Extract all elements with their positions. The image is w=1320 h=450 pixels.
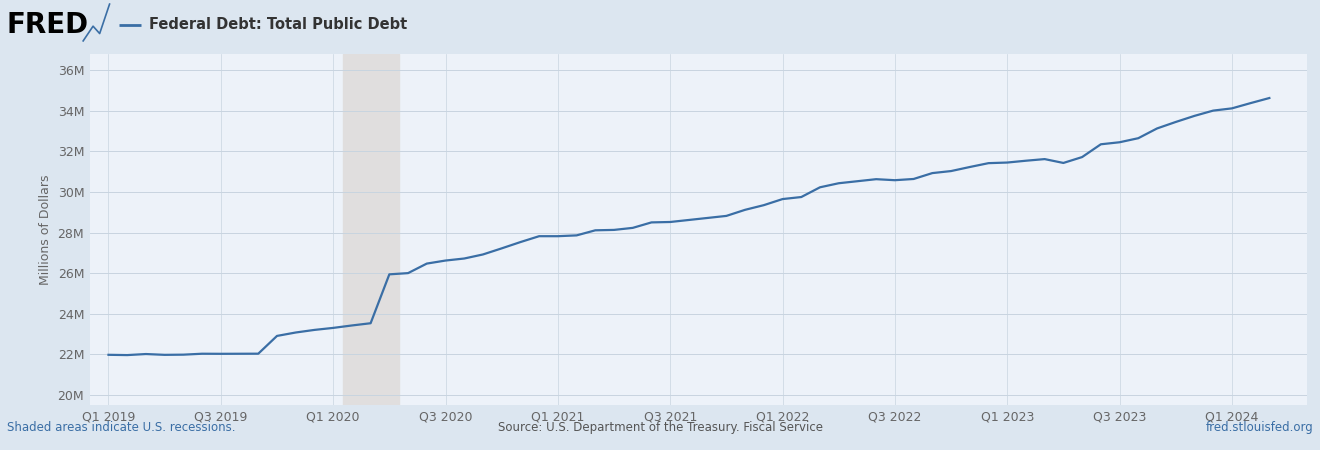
Text: Federal Debt: Total Public Debt: Federal Debt: Total Public Debt [149,17,408,32]
Text: FRED: FRED [7,11,88,39]
Text: fred.stlouisfed.org: fred.stlouisfed.org [1205,421,1313,434]
Text: Source: U.S. Department of the Treasury. Fiscal Service: Source: U.S. Department of the Treasury.… [498,421,822,434]
Y-axis label: Millions of Dollars: Millions of Dollars [40,174,51,285]
Bar [342,54,399,405]
Text: Shaded areas indicate U.S. recessions.: Shaded areas indicate U.S. recessions. [7,421,235,434]
